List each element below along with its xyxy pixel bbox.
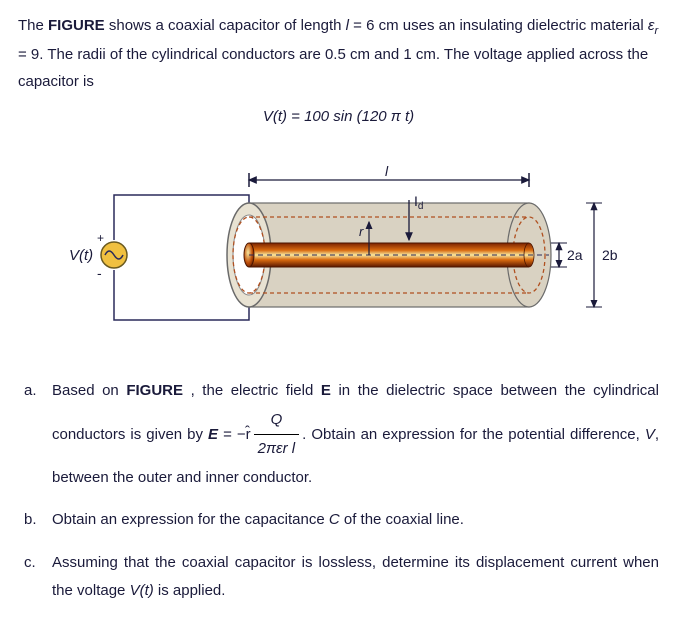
var-e: E	[321, 382, 331, 399]
r-label: r	[359, 224, 364, 239]
figure-ref: FIGURE	[48, 17, 105, 34]
intro-text: = 6 cm uses an insulating dielectric mat…	[349, 17, 648, 34]
intro-text: = 9. The radii of the cylindrical conduc…	[18, 46, 648, 90]
intro-text: The	[18, 17, 48, 34]
part-b-body: Obtain an expression for the capacitance…	[52, 506, 659, 535]
figure-ref: FIGURE	[126, 382, 183, 399]
coaxial-figure: V(t) + - l	[59, 140, 619, 350]
main-equation: V(t) = 100 sin (120 π t)	[18, 103, 659, 130]
problem-intro: The FIGURE shows a coaxial capacitor of …	[18, 12, 659, 95]
part-a: a. Based on FIGURE , the electric field …	[18, 377, 659, 492]
figure-container: V(t) + - l	[18, 140, 659, 359]
var-e2: E	[208, 426, 218, 443]
dim-2a: 2a	[551, 243, 583, 267]
var-v: V	[645, 426, 655, 443]
part-c-body: Assuming that the coaxial capacitor is l…	[52, 549, 659, 606]
part-a-label: a.	[18, 377, 52, 492]
dim-2b: 2b	[586, 203, 618, 307]
part-a-body: Based on FIGURE , the electric field E i…	[52, 377, 659, 492]
part-c-label: c.	[18, 549, 52, 606]
minus-label: -	[97, 265, 102, 281]
parts-list: a. Based on FIGURE , the electric field …	[18, 377, 659, 606]
part-b-label: b.	[18, 506, 52, 535]
plus-label: +	[97, 231, 104, 245]
svg-text:2a: 2a	[567, 247, 583, 263]
intro-text: shows a coaxial capacitor of length	[105, 17, 346, 34]
var-eps-sub: r	[654, 25, 658, 37]
vt-label: V(t)	[69, 247, 93, 264]
part-b: b. Obtain an expression for the capacita…	[18, 506, 659, 535]
var-c: C	[329, 511, 340, 528]
part-c: c. Assuming that the coaxial capacitor i…	[18, 549, 659, 606]
l-label: l	[385, 163, 389, 179]
svg-text:2b: 2b	[602, 247, 618, 263]
fraction: Q2πεr l	[254, 406, 299, 464]
var-vt: V(t)	[130, 582, 154, 599]
